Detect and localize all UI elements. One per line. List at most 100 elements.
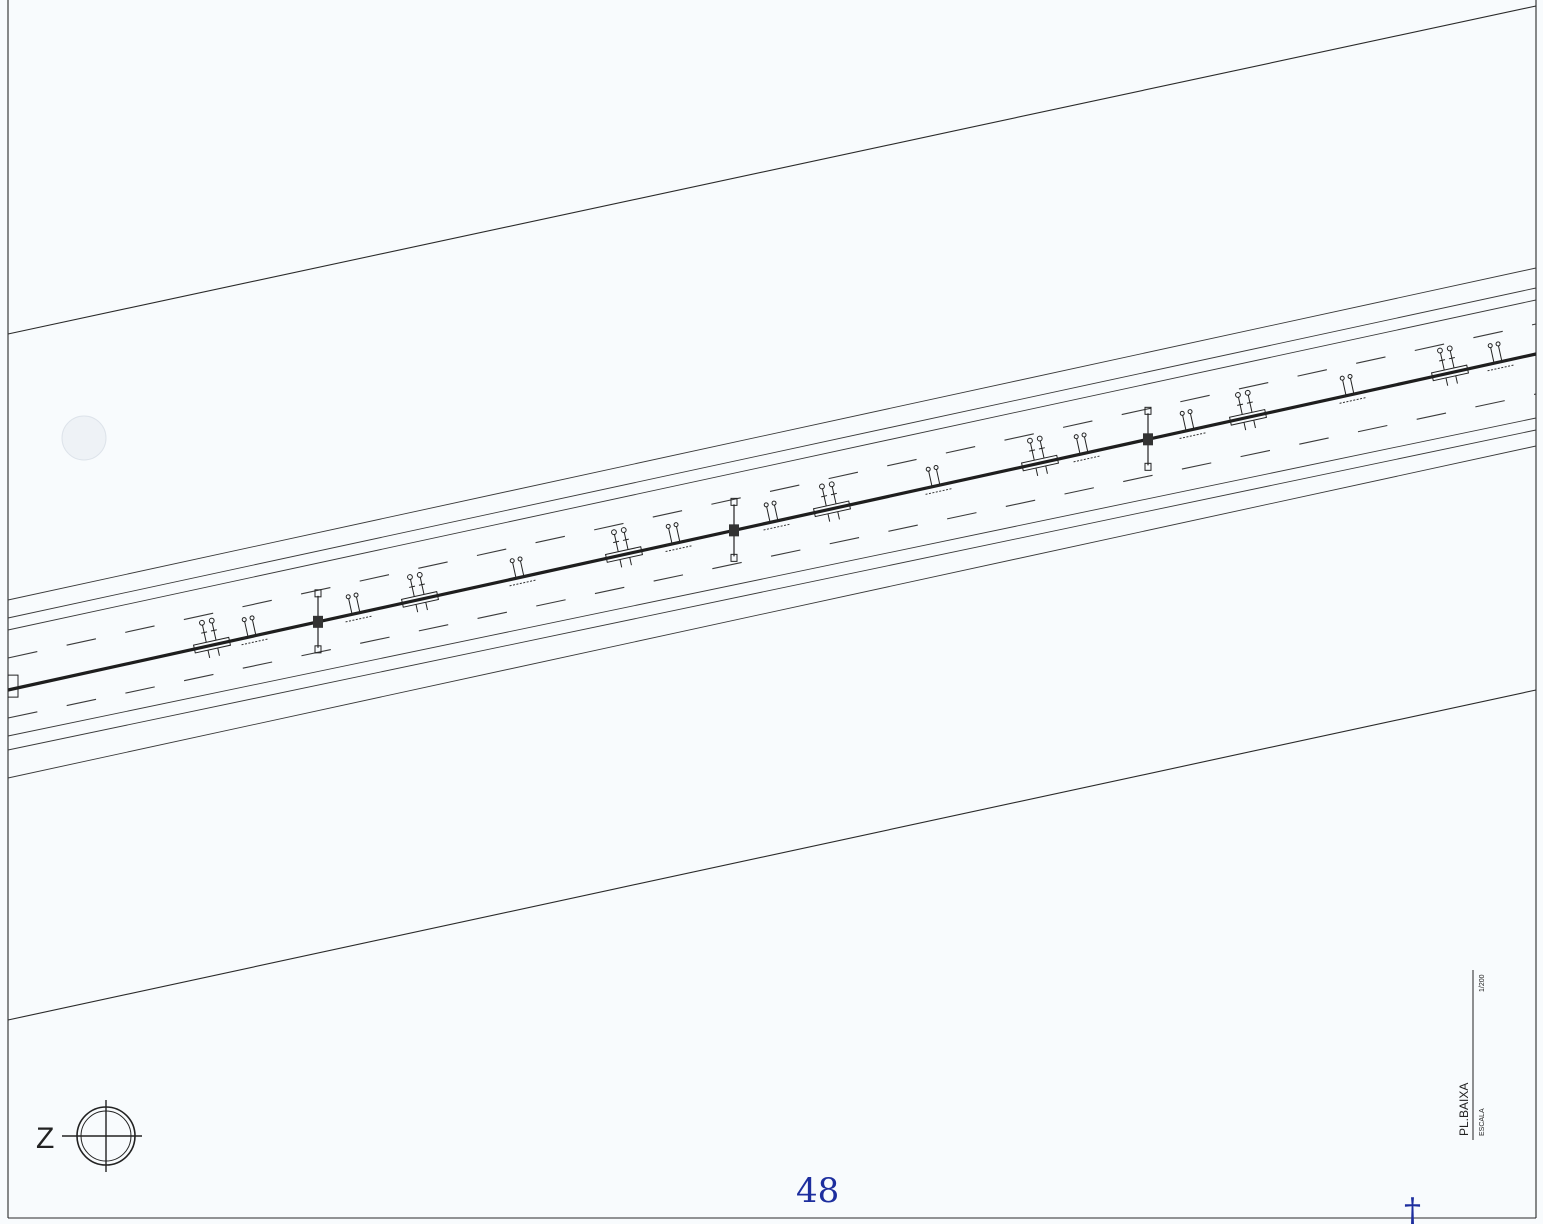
fixture-single (763, 500, 792, 531)
fixture-stem (512, 562, 517, 579)
fixture-stem (675, 526, 681, 543)
fixture-label-strip (763, 523, 792, 531)
fixture-stem (928, 471, 933, 487)
fixture-tick (830, 492, 837, 496)
fixture-stem (251, 619, 257, 636)
fixture-bar (1488, 358, 1512, 366)
fixture-stem (409, 578, 415, 597)
post-bottom (1144, 462, 1152, 471)
post-core (1143, 433, 1153, 446)
fixture-label-strip (925, 487, 954, 495)
fixture-stem (1490, 347, 1495, 364)
fixture-head (1027, 437, 1033, 444)
fixture-pair (192, 617, 232, 659)
fixture-head (828, 481, 835, 488)
fixture-head (1487, 343, 1493, 349)
fixture-head (416, 571, 423, 578)
fixture-pair (1228, 389, 1268, 431)
fixture-foot (1455, 375, 1458, 384)
fixture-single (925, 464, 954, 495)
fixture-head (1187, 409, 1193, 415)
fixture-foot (1243, 422, 1247, 431)
fixture-label-strip (1339, 396, 1368, 404)
fixture-stem (1342, 380, 1347, 396)
fixture-stem (935, 469, 941, 486)
fixture-label-strip (241, 638, 270, 646)
fixture-tick (418, 583, 425, 586)
fixture-foot (207, 650, 211, 659)
edge-fixture (7, 674, 19, 698)
fixture-head (241, 617, 247, 623)
fixture-stem (244, 621, 249, 638)
fixture-head (345, 594, 351, 600)
title-block-title: PL.BAIXA (1457, 1083, 1471, 1136)
fixture-post (729, 497, 739, 562)
fixture-head (1244, 389, 1251, 396)
fixture-head (1339, 375, 1345, 381)
fixture-stem (1449, 350, 1455, 369)
fixture-head (620, 527, 627, 533)
fixture-foot (1045, 465, 1048, 474)
fixture-head (1446, 345, 1453, 352)
fixture-single (1179, 409, 1208, 440)
fixture-head (517, 556, 523, 562)
fixture-tick (1448, 357, 1455, 360)
fixture-foot (827, 513, 831, 522)
fixture-tick (821, 495, 828, 498)
fixture-tick (1439, 359, 1446, 362)
fixture-stem (1497, 345, 1503, 362)
fixture-pair (604, 527, 644, 568)
fixture-bar (764, 517, 788, 525)
fixture-head (1179, 410, 1185, 416)
fixture-head (1437, 347, 1443, 354)
fixture-bar (1180, 426, 1204, 434)
fixture-head (1347, 373, 1353, 379)
fixture-foot (425, 602, 428, 611)
fixture-post (313, 589, 323, 654)
fixture-head (1073, 434, 1079, 440)
fixture-head (611, 529, 617, 536)
fixture-head (933, 464, 939, 470)
fixture-tick (1246, 401, 1253, 404)
fixture-bar (346, 609, 370, 617)
road-boundary-lines (7, 5, 1537, 1021)
title-block: PL.BAIXA ESCALA 1/200 (1457, 970, 1486, 1140)
fixture-single (1339, 373, 1368, 404)
fixture-stem (831, 486, 837, 504)
fixture-head (353, 592, 359, 598)
fixture-box (400, 591, 440, 608)
post-core (313, 615, 323, 628)
fixture-stem (1029, 442, 1035, 461)
fixture-bar (510, 573, 534, 581)
fixture-bar (242, 632, 266, 640)
fixture-head (1235, 392, 1241, 398)
fixture-foot (619, 559, 623, 568)
fixture-stem (201, 624, 207, 643)
post-core (729, 524, 739, 537)
fixture-foot (415, 604, 419, 613)
fixture-stem (211, 622, 217, 641)
fixture-label-strip (1487, 364, 1516, 372)
fixture-tick (1237, 403, 1244, 406)
fixture-stem (1189, 413, 1195, 430)
fixture-head (673, 522, 679, 528)
fixture-foot (1253, 420, 1256, 429)
fixture-box (1228, 408, 1268, 426)
fixture-stem (1349, 378, 1355, 395)
fixture-bar (1340, 390, 1364, 399)
fixture-post (1143, 406, 1153, 471)
fixture-head (1495, 341, 1501, 347)
north-label: Z (36, 1122, 54, 1155)
fixture-tick (210, 629, 217, 632)
fixture-head (819, 483, 825, 490)
fixture-label-strip (665, 545, 694, 553)
fixture-foot (629, 557, 632, 566)
fixture-stem (623, 531, 629, 550)
fixture-head (208, 617, 215, 624)
fixture-tick (613, 540, 620, 544)
fixture-head (407, 574, 413, 580)
fixture-stem (1039, 440, 1045, 459)
fixture-head (665, 523, 671, 529)
fixture-foot (217, 647, 220, 656)
